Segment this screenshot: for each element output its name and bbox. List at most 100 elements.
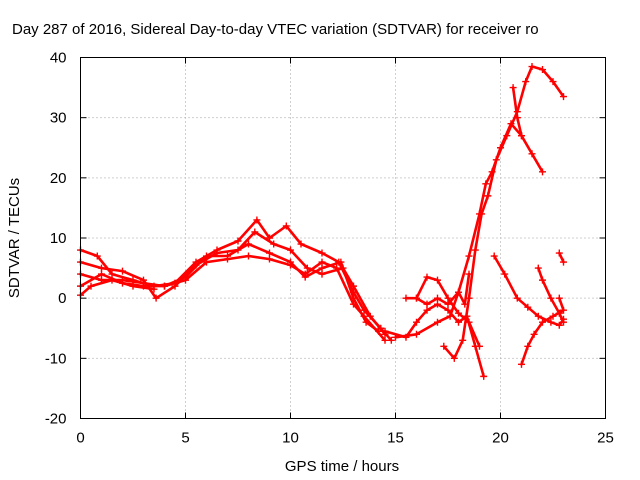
data-point-marker <box>455 288 462 296</box>
y-axis-label: SDTVAR / TECUs <box>6 178 23 298</box>
data-point-marker <box>266 249 273 257</box>
data-point-marker <box>333 264 341 272</box>
data-point-marker <box>253 216 261 224</box>
data-point-marker <box>539 168 546 176</box>
data-point-marker <box>98 270 105 278</box>
data-point-marker <box>444 294 452 302</box>
grid <box>80 57 606 419</box>
data-point-marker <box>402 294 410 302</box>
y-tick-label: 0 <box>58 290 66 307</box>
data-point-marker <box>119 267 126 275</box>
y-tick-label: 40 <box>50 50 67 67</box>
trace-8 <box>404 275 481 348</box>
data-point-marker <box>423 300 431 308</box>
data-point-marker <box>555 294 563 302</box>
data-point-marker <box>480 372 488 380</box>
data-point-marker <box>492 156 500 164</box>
data-point-marker <box>392 333 399 341</box>
x-axis-ticks: 0 5 10 15 20 25 <box>76 57 614 447</box>
data-point-marker <box>465 252 473 260</box>
data-point-marker <box>524 303 532 311</box>
data-point-marker <box>440 342 448 350</box>
data-point-marker <box>465 294 473 302</box>
data-point-marker <box>423 306 431 314</box>
data-point-marker <box>444 300 452 308</box>
data-point-marker <box>539 318 546 326</box>
data-point-marker <box>318 249 326 257</box>
data-point-marker <box>455 309 462 317</box>
data-point-marker <box>224 255 231 263</box>
y-axis-ticks: -20 -10 0 10 20 30 40 <box>45 50 606 428</box>
data-point-marker <box>539 276 546 284</box>
data-point-marker <box>476 342 483 350</box>
trace-3 <box>79 242 381 333</box>
data-point-marker <box>560 258 567 266</box>
data-point-marker <box>560 93 567 101</box>
x-tick-label: 25 <box>597 430 614 447</box>
data-point-marker <box>413 318 420 326</box>
data-point-marker <box>182 276 189 284</box>
y-tick-label: 30 <box>50 110 67 127</box>
data-point-marker <box>381 327 389 335</box>
data-point-marker <box>547 294 555 302</box>
data-point-marker <box>471 246 479 254</box>
data-point-marker <box>381 336 389 344</box>
data-point-marker <box>509 84 517 92</box>
data-point-marker <box>129 282 137 290</box>
data-point-marker <box>434 300 441 308</box>
data-point-marker <box>434 318 441 326</box>
data-point-marker <box>528 63 536 71</box>
data-point-marker <box>266 255 273 263</box>
data-point-marker <box>350 282 357 290</box>
data-point-marker <box>287 246 294 254</box>
data-point-marker <box>444 306 452 314</box>
y-tick-label: 20 <box>50 170 67 187</box>
data-point-marker <box>434 276 441 284</box>
data-point-marker <box>560 306 567 314</box>
data-point-marker <box>303 264 311 272</box>
data-point-marker <box>549 78 557 86</box>
data-point-marker <box>530 330 538 338</box>
data-point-marker <box>301 270 309 278</box>
data-point-marker <box>108 270 116 278</box>
x-tick-label: 5 <box>181 430 189 447</box>
data-point-marker <box>513 294 521 302</box>
plot-frame <box>80 57 606 419</box>
x-tick-label: 10 <box>282 430 299 447</box>
data-point-marker <box>318 264 326 272</box>
data-point-marker <box>455 318 462 326</box>
data-point-marker <box>366 312 374 320</box>
data-point-marker <box>287 261 294 269</box>
data-point-marker <box>446 312 454 320</box>
x-axis-label: GPS time / hours <box>285 458 399 475</box>
data-point-marker <box>555 249 563 257</box>
data-point-marker <box>161 282 168 290</box>
y-tick-label: -10 <box>45 350 67 367</box>
data-point-marker <box>513 114 521 122</box>
data-point-marker <box>518 132 525 140</box>
data-point-marker <box>547 318 555 326</box>
x-tick-label: 0 <box>76 430 84 447</box>
data-point-marker <box>555 321 563 329</box>
data-point-marker <box>150 285 158 293</box>
data-point-marker <box>484 192 492 200</box>
data-point-marker <box>534 264 542 272</box>
data-point-marker <box>203 258 210 266</box>
data-point-marker <box>270 240 278 248</box>
data-point-marker <box>524 342 532 350</box>
chart-title: Day 287 of 2016, Sidereal Day-to-day VTE… <box>12 21 539 38</box>
x-tick-label: 20 <box>492 430 509 447</box>
y-tick-label: -20 <box>45 411 67 428</box>
data-point-marker <box>360 312 368 320</box>
data-point-marker <box>482 180 490 188</box>
data-traces <box>77 63 567 380</box>
data-point-marker <box>318 258 326 266</box>
data-point-marker <box>459 336 467 344</box>
data-point-marker <box>251 228 259 236</box>
data-point-marker <box>534 312 542 320</box>
data-point-marker <box>245 240 252 248</box>
trace-6 <box>383 302 486 378</box>
data-point-marker <box>490 252 498 260</box>
data-point-marker <box>413 294 420 302</box>
